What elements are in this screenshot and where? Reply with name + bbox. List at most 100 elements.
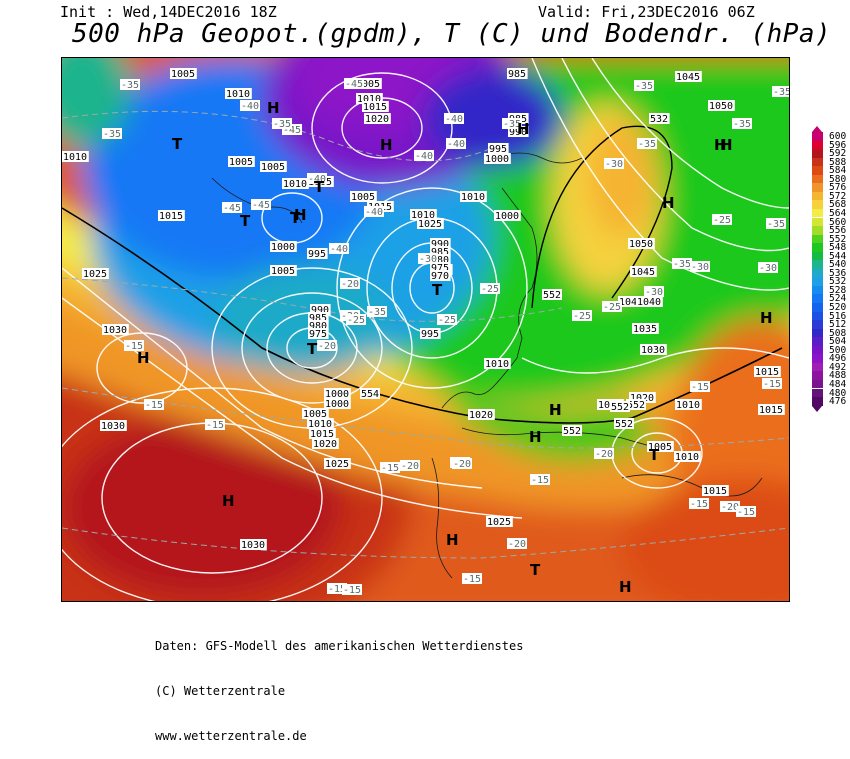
legend-level-label: 500 — [829, 344, 847, 356]
pressure-label-text: 1015 — [703, 486, 727, 497]
pressure-label: 1030 — [640, 344, 667, 356]
footer-credits: Daten: GFS-Modell des amerikanischen Wet… — [155, 609, 523, 759]
pressure-label-text: 1040 — [637, 297, 661, 308]
pressure-label: 995 — [488, 143, 509, 155]
temperature-label-text: -40 — [241, 101, 259, 112]
pressure-label-text: 1015 — [159, 211, 183, 222]
temperature-label: -15 — [689, 498, 709, 510]
temperature-label: -15 — [124, 340, 144, 352]
pressure-label-text: 1005 — [271, 266, 295, 277]
temperature-label: -35 — [772, 86, 789, 98]
temperature-label-text: -40 — [447, 139, 465, 150]
pressure-label-text: 1005 — [648, 442, 672, 453]
temperature-label-text: -15 — [463, 574, 481, 585]
legend-color-cell — [812, 285, 823, 295]
temperature-label: -35 — [367, 306, 387, 318]
temperature-label: -15 — [762, 378, 782, 390]
pressure-label: 995 — [307, 248, 328, 260]
pressure-label: 980 — [430, 254, 451, 266]
pressure-label: 1020 — [468, 409, 495, 421]
pressure-label-text: 975 — [431, 263, 449, 274]
high-pressure-center: H — [517, 120, 530, 138]
pressure-label-text: 1005 — [356, 79, 380, 90]
geopotential-label-text: 552 — [615, 419, 633, 430]
temperature-label: -40 — [307, 173, 327, 185]
pressure-label: 1010 — [225, 88, 252, 100]
pressure-label: 1015 — [158, 210, 185, 222]
high-pressure-center: H — [549, 401, 562, 419]
temperature-label-text: -25 — [438, 315, 456, 326]
pressure-label-text: 975 — [309, 329, 327, 340]
temperature-label: -35 — [766, 218, 786, 230]
temperature-label-text: -25 — [713, 215, 731, 226]
footer-copyright: (C) Wetterzentrale — [155, 684, 286, 698]
pressure-label: 985 — [308, 312, 329, 324]
temperature-label: -40 — [444, 113, 464, 125]
temperature-label-text: -35 — [767, 219, 785, 230]
geopotential-label-text: 552 — [627, 400, 645, 411]
legend-level-label: 480 — [829, 387, 847, 399]
legend-color-cell — [812, 132, 823, 141]
temperature-label-text: -35 — [121, 80, 139, 91]
temperature-label-text: -15 — [737, 507, 755, 518]
pressure-label-text: 1010 — [308, 419, 332, 430]
temperature-label: -20 — [317, 340, 337, 352]
legend-level-label: 556 — [829, 225, 847, 237]
legend-level-label: 504 — [829, 336, 847, 348]
temperature-label-text: -20 — [721, 502, 739, 513]
temperature-label: -35 — [634, 80, 654, 92]
pressure-label-text: 1000 — [495, 211, 519, 222]
pressure-label: 1005 — [270, 265, 297, 277]
legend-level-label: 592 — [829, 148, 847, 160]
temperature-label-text: -30 — [759, 263, 777, 274]
pressure-label-text: 985 — [508, 69, 526, 80]
temperature-label: -25 — [437, 314, 457, 326]
legend-level-label: 572 — [829, 190, 847, 202]
geopot-ridge-contour — [531, 125, 673, 309]
pressure-label: 990 — [430, 238, 451, 250]
pressure-label: 1010 — [410, 209, 437, 221]
legend-level-label: 476 — [829, 396, 847, 408]
pressure-label: 1005 — [350, 191, 377, 203]
temperature-label-text: -25 — [603, 302, 621, 313]
geopotential-label: 552 — [562, 425, 582, 437]
legend-level-label: 588 — [829, 156, 847, 168]
legend-level-label: 508 — [829, 327, 847, 339]
temperature-label-text: -35 — [368, 307, 386, 318]
pressure-label-text: 995 — [421, 329, 439, 340]
temperature-label-text: -35 — [673, 259, 691, 270]
temperature-label-text: -15 — [381, 463, 399, 474]
high-pressure-center: H — [294, 206, 307, 224]
legend-color-cell — [812, 208, 823, 218]
temperature-label-text: -15 — [763, 379, 781, 390]
pressure-label: 1010 — [674, 451, 701, 463]
pressure-label-text: 1000 — [325, 389, 349, 400]
temperature-label-text: -15 — [690, 499, 708, 510]
init-time: Init : Wed,14DEC2016 18Z — [60, 3, 277, 21]
temperature-label-text: -20 — [508, 539, 526, 550]
temperature-label: -35 — [732, 118, 752, 130]
geopotential-label: 552 — [614, 418, 634, 430]
pressure-label: 1010 — [356, 93, 383, 105]
temperature-label-text: -15 — [531, 475, 549, 486]
pressure-label: 532 — [649, 113, 670, 125]
temperature-label: -15 — [205, 419, 225, 431]
pressure-label-text: 1025 — [487, 517, 511, 528]
pressure-label-text: 1010 — [461, 192, 485, 203]
temperature-label-text: -45 — [283, 125, 301, 136]
legend-color-cell — [812, 371, 823, 380]
weather-map: 1005985101010051010101510201005100099598… — [61, 57, 790, 602]
legend-level-label: 532 — [829, 276, 847, 288]
legend-color-cell — [812, 328, 823, 338]
temperature-label-text: -20 — [341, 279, 359, 290]
legend-color-cell — [812, 337, 823, 346]
legend-color-cell — [812, 345, 823, 355]
pressure-label-text: 1025 — [418, 219, 442, 230]
legend-color-cell — [812, 277, 823, 286]
temperature-label-text: -40 — [308, 174, 326, 185]
high-pressure-center: H — [714, 136, 727, 154]
pressure-label-text: 1010 — [226, 89, 250, 100]
pressure-label-text: 1010 — [675, 452, 699, 463]
pressure-label-text: 1000 — [271, 242, 295, 253]
pressure-label-text: 1045 — [631, 267, 655, 278]
